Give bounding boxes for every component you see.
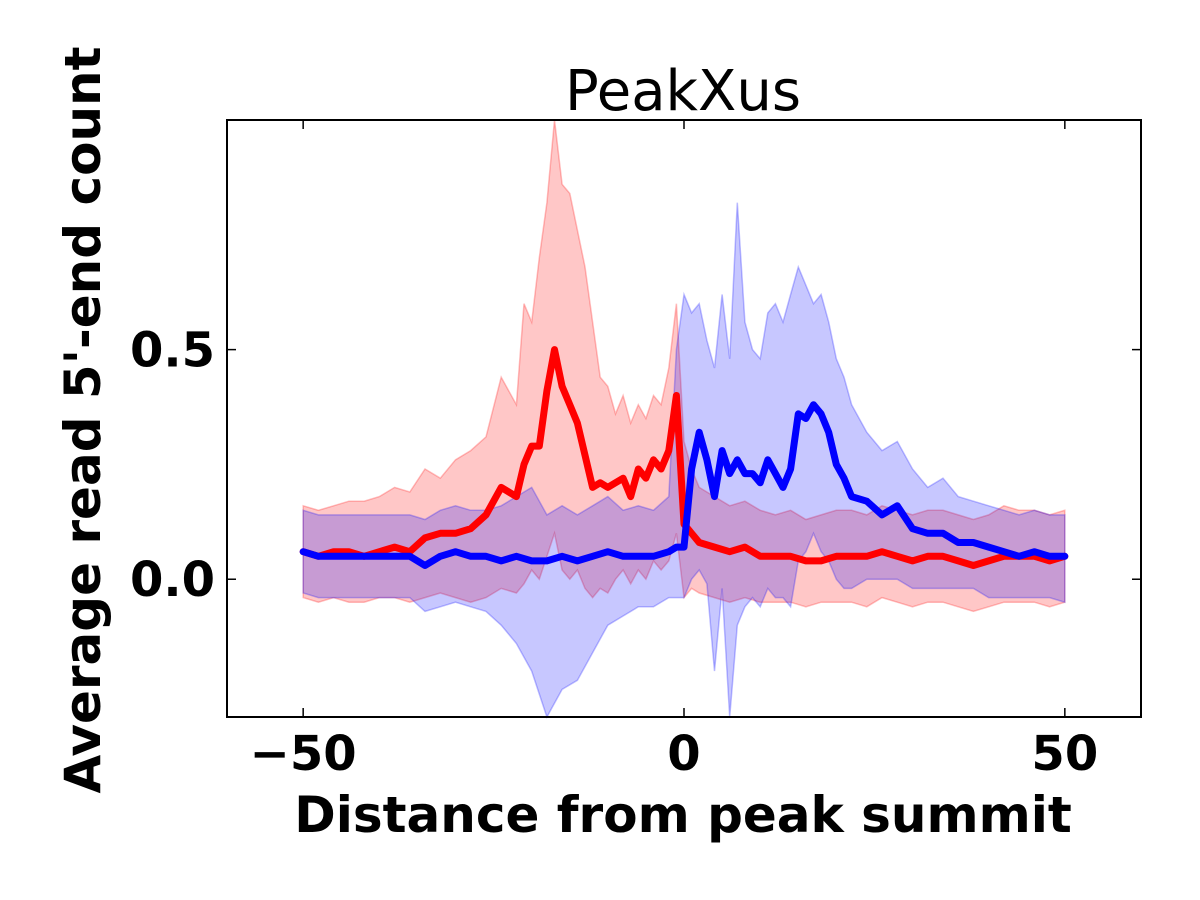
x-tick-label: −50 — [250, 726, 357, 782]
x-tick-label: 0 — [667, 726, 700, 782]
y-tick-label: 0.0 — [130, 552, 215, 608]
x-tick-label: 50 — [1031, 726, 1098, 782]
x-axis-label: Distance from peak summit — [294, 786, 1072, 844]
series-0-band — [302, 119, 1066, 613]
y-axis-label: Average read 5'-end count — [54, 46, 112, 793]
series-lines — [299, 346, 1069, 569]
series-1-band — [302, 202, 1066, 719]
confidence-bands — [302, 119, 1066, 719]
y-tick-label: 0.5 — [130, 323, 215, 379]
chart-title: PeakXus — [565, 59, 801, 124]
series-0-line — [299, 346, 1069, 569]
axis-ticks: −50 0 50 0.0 0.5 — [130, 120, 1141, 782]
series-1-line — [299, 401, 1069, 569]
